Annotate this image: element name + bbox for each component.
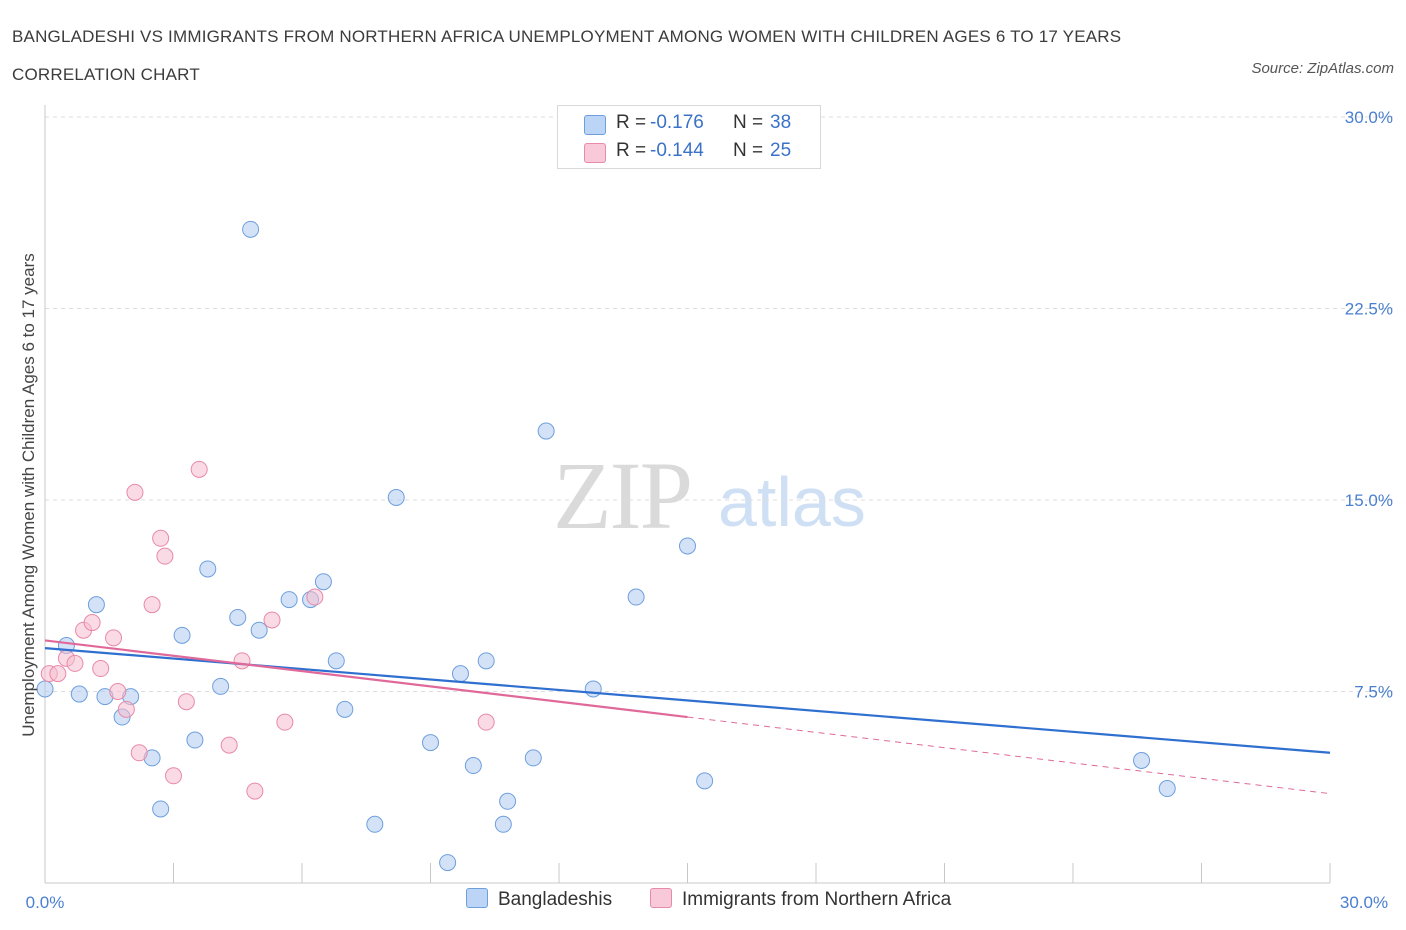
- bangladeshi-point: [679, 537, 696, 555]
- immigrant-point: [233, 652, 251, 670]
- legend-n-label: N =: [733, 112, 764, 133]
- bangladeshi-point: [366, 815, 384, 833]
- immigrant-point: [92, 660, 110, 678]
- bangladeshi-point: [537, 422, 555, 440]
- series-swatch-pink: [650, 888, 672, 908]
- bangladeshi-point: [696, 772, 714, 790]
- immigrant-point: [109, 683, 127, 700]
- bangladeshi-point: [627, 588, 645, 606]
- x-tick-label-min: 0.0%: [26, 893, 65, 912]
- bangladeshi-point: [464, 757, 482, 775]
- bangladeshi-point: [186, 731, 204, 749]
- watermark-zip: ZIP: [553, 442, 693, 549]
- immigrant-point: [156, 547, 174, 565]
- legend-swatch-pink: [584, 143, 606, 163]
- trend-lines: [44, 639, 1331, 795]
- immigrant-point: [190, 460, 208, 478]
- immigrant-point: [177, 693, 195, 711]
- bangladeshi-point: [439, 854, 457, 872]
- series-legend-immigrants: Immigrants from Northern Africa: [650, 888, 951, 911]
- y-tick-label: 30.0%: [1345, 108, 1393, 127]
- immigrant-trend-extension: [687, 716, 1331, 795]
- bangladeshi-point: [229, 608, 247, 626]
- gridlines: [45, 116, 1395, 692]
- bangladeshi-point: [451, 665, 469, 683]
- legend-swatch-blue: [584, 115, 606, 135]
- immigrant-point: [49, 665, 67, 683]
- bangladeshi-point: [152, 800, 170, 818]
- bangladeshi-point: [524, 749, 542, 767]
- immigrant-point: [477, 713, 495, 731]
- x-ticks: [173, 863, 1331, 883]
- bangladeshi-point: [70, 685, 88, 703]
- bangladeshi-point: [422, 734, 439, 752]
- data-points: [36, 220, 1176, 872]
- y-tick-label: 7.5%: [1354, 683, 1393, 702]
- bangladeshi-point: [212, 677, 230, 695]
- immigrant-point: [117, 700, 135, 718]
- watermark-atlas: atlas: [718, 463, 866, 541]
- y-tick-label: 22.5%: [1345, 300, 1393, 319]
- bangladeshi-point: [499, 792, 517, 810]
- immigrant-point: [105, 629, 123, 647]
- y-tick-labels: 7.5% 15.0% 22.5% 30.0%: [1345, 108, 1393, 702]
- bangladeshi-point: [1158, 780, 1176, 798]
- immigrant-point: [143, 596, 161, 614]
- legend-r-value: -0.144: [650, 140, 704, 161]
- series-swatch-blue: [466, 888, 488, 908]
- immigrant-point: [246, 782, 264, 800]
- immigrant-point: [66, 654, 84, 672]
- chart-title: BANGLADESHI VS IMMIGRANTS FROM NORTHERN …: [12, 27, 1122, 84]
- bangladeshi-point: [242, 220, 260, 238]
- bangladeshi-point: [387, 488, 405, 506]
- immigrant-point: [220, 736, 238, 754]
- series-legend-bangladeshis: Bangladeshis: [466, 888, 612, 911]
- bangladeshi-point: [173, 626, 191, 644]
- legend-n-value: 25: [770, 140, 792, 161]
- bangladeshi-point: [87, 596, 105, 614]
- y-axis-label: Unemployment Among Women with Children A…: [19, 253, 38, 737]
- immigrant-point: [130, 744, 148, 762]
- bangladeshi-point: [477, 652, 495, 670]
- bangladeshi-point: [327, 652, 345, 670]
- immigrant-point: [306, 588, 324, 606]
- x-tick-label-max: 30.0%: [1340, 893, 1388, 912]
- source-label: Source: ZipAtlas.com: [1251, 60, 1394, 77]
- legend-n-label: N =: [733, 140, 764, 161]
- bangladeshi-point: [36, 680, 54, 698]
- bangladeshi-point: [280, 591, 298, 609]
- immigrant-trend-line: [44, 639, 688, 719]
- immigrant-point: [83, 614, 101, 632]
- legend-r-label: R =: [616, 112, 647, 133]
- bangladeshi-point: [314, 573, 332, 591]
- correlation-legend: R = -0.176 N = 38 R = -0.144 N = 25: [557, 105, 821, 169]
- immigrant-point: [126, 483, 144, 501]
- bangladeshi-point: [584, 680, 602, 698]
- series-label: Bangladeshis: [498, 889, 613, 910]
- legend-r-value: -0.176: [650, 112, 704, 133]
- immigrant-point: [276, 713, 294, 731]
- immigrant-point: [263, 611, 281, 629]
- bangladeshi-point: [336, 700, 354, 718]
- bangladeshi-point: [494, 815, 512, 833]
- y-tick-label: 15.0%: [1345, 491, 1393, 510]
- bangladeshi-point: [199, 560, 217, 578]
- bangladeshi-point: [1133, 751, 1151, 769]
- bangladeshi-point: [250, 621, 268, 639]
- legend-r-label: R =: [616, 140, 647, 161]
- series-label: Immigrants from Northern Africa: [682, 889, 952, 910]
- legend-n-value: 38: [770, 112, 792, 133]
- immigrant-point: [165, 767, 182, 785]
- immigrant-point: [152, 529, 170, 547]
